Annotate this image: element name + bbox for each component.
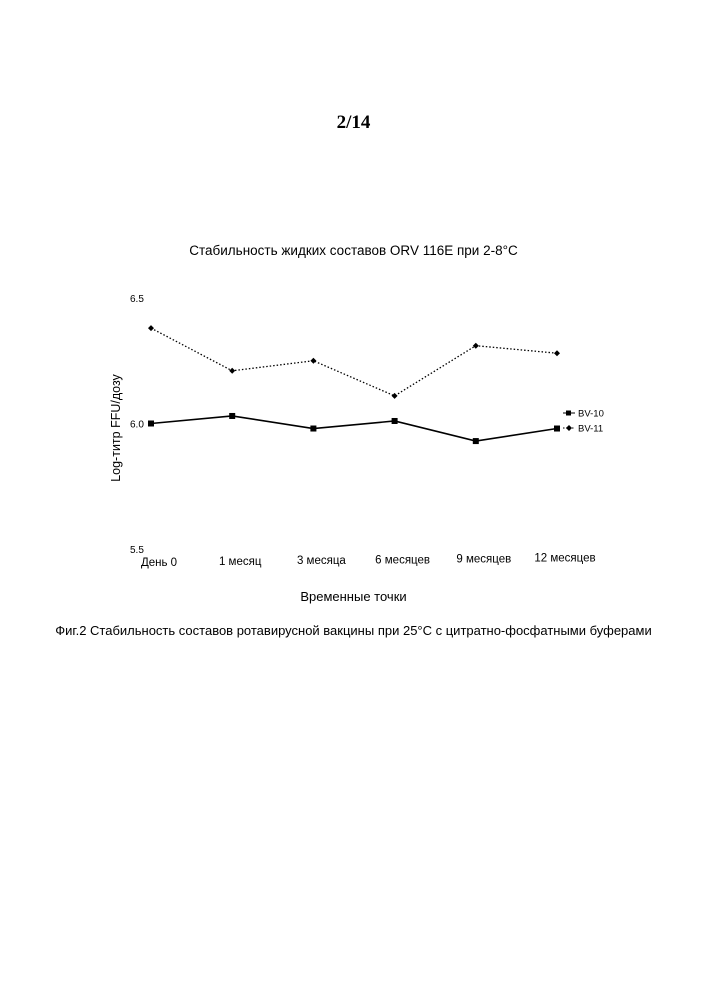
- y-tick-label-2: 6.5: [130, 294, 144, 305]
- data-point-BV-10-5: [554, 426, 560, 432]
- legend-marker-BV-10: [566, 411, 571, 416]
- data-point-BV-11-3: [392, 393, 398, 399]
- y-axis-label: Log-титр FFU/дозу: [109, 374, 123, 482]
- x-tick-label-0: День 0: [141, 557, 177, 569]
- data-point-BV-11-4: [473, 343, 479, 349]
- data-point-BV-10-1: [229, 413, 235, 419]
- data-point-BV-10-4: [473, 438, 479, 444]
- x-tick-label-5: 12 месяцев: [534, 553, 595, 565]
- series-line-BV-11: [151, 328, 557, 396]
- y-tick-label-0: 5.5: [130, 545, 144, 556]
- legend-label-BV-11: BV-11: [578, 424, 603, 435]
- x-axis-label: Временные точки: [0, 589, 707, 604]
- x-tick-label-2: 3 месяца: [297, 555, 346, 567]
- x-tick-label-4: 9 месяцев: [456, 553, 511, 565]
- series-line-BV-10: [151, 416, 557, 441]
- x-tick-label-1: 1 месяц: [219, 556, 262, 568]
- data-point-BV-10-3: [392, 418, 398, 424]
- data-point-BV-11-5: [554, 350, 560, 356]
- data-point-BV-11-2: [310, 358, 316, 364]
- data-point-BV-10-2: [310, 426, 316, 432]
- y-tick-label-1: 6.0: [130, 420, 144, 431]
- data-point-BV-11-0: [148, 325, 154, 331]
- legend-label-BV-10: BV-10: [578, 409, 604, 420]
- data-point-BV-11-1: [229, 368, 235, 374]
- legend-marker-BV-11: [566, 425, 572, 431]
- data-point-BV-10-0: [148, 421, 154, 427]
- figure-caption: Фиг.2 Стабильность составов ротавирусной…: [0, 623, 707, 638]
- x-tick-label-3: 6 месяцев: [375, 554, 430, 566]
